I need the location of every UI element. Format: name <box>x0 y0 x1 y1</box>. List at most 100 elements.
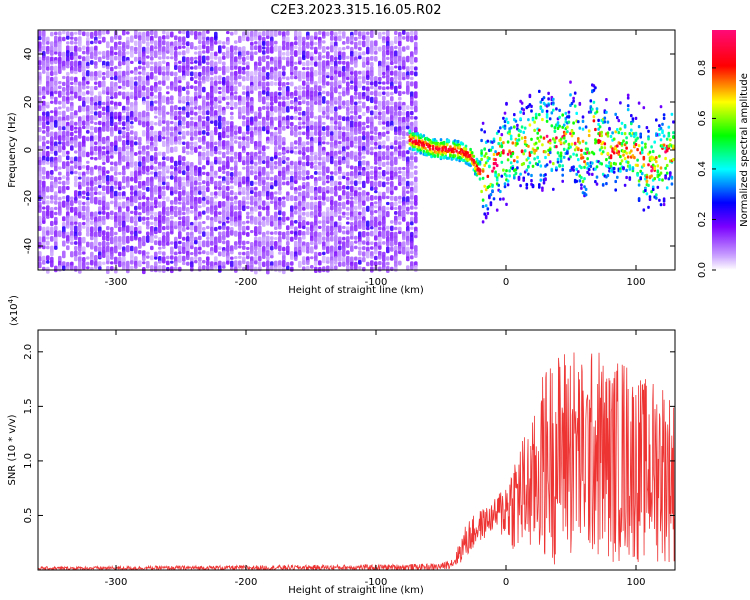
heatmap-cell <box>410 165 414 170</box>
heatmap-cell <box>266 101 270 108</box>
heatmap-cell <box>166 206 170 211</box>
heatmap-cell <box>262 50 266 55</box>
heatmap-cell <box>94 196 98 205</box>
heatmap-cell <box>302 206 306 211</box>
heatmap-cell <box>58 230 62 238</box>
heatmap-cell <box>266 115 270 121</box>
heatmap-cell <box>154 61 158 68</box>
heatmap-cell <box>322 90 326 95</box>
heatmap-cell <box>386 256 390 261</box>
heatmap-cell <box>410 160 414 167</box>
heatmap-cell <box>102 166 106 173</box>
heatmap-cell <box>258 261 262 267</box>
heatmap-cell <box>306 111 310 116</box>
heatmap-cell <box>102 191 106 198</box>
heatmap-cell <box>102 161 106 165</box>
heatmap-cell <box>54 206 58 211</box>
heatmap-cell <box>118 215 122 224</box>
heatmap-cell <box>114 200 118 208</box>
heatmap-cell <box>122 151 126 156</box>
heatmap-cell <box>62 95 66 103</box>
heatmap-cell <box>46 240 50 246</box>
heatmap-cell <box>390 195 394 201</box>
heatmap-cell <box>86 90 90 95</box>
heatmap-cell <box>86 81 90 85</box>
heatmap-cell <box>46 41 50 45</box>
heatmap-cell <box>306 175 310 180</box>
heatmap-cell <box>378 226 382 231</box>
heatmap-cell <box>206 61 210 66</box>
heatmap-cell <box>78 146 82 152</box>
heatmap-cell <box>314 260 318 266</box>
heatmap-cell <box>398 60 402 67</box>
heatmap-cell <box>90 35 94 39</box>
heatmap-cell <box>398 216 402 221</box>
heatmap-cell <box>198 205 202 209</box>
heatmap-cell <box>318 76 322 84</box>
heatmap-cell <box>138 120 142 126</box>
heatmap-cell <box>326 115 330 120</box>
heatmap-cell <box>318 171 322 176</box>
heatmap-cell <box>166 111 170 115</box>
heatmap-cell <box>126 31 130 35</box>
heatmap-cell <box>274 165 278 170</box>
heatmap-cell <box>54 265 58 273</box>
heatmap-cell <box>366 56 370 63</box>
heatmap-cell <box>122 85 126 90</box>
heatmap-cell <box>242 160 246 166</box>
heatmap-cell <box>198 145 202 150</box>
heatmap-cell <box>166 175 170 179</box>
heatmap-cell <box>290 160 294 166</box>
heatmap-cell <box>258 266 262 272</box>
heatmap-cell <box>98 95 102 103</box>
heatmap-cell <box>170 31 174 38</box>
heatmap-cell <box>556 126 560 130</box>
heatmap-cell <box>298 51 302 56</box>
heatmap-cell <box>58 130 62 137</box>
heatmap-cell <box>66 65 70 69</box>
heatmap-cell <box>258 250 262 258</box>
heatmap-cell <box>130 235 134 242</box>
heatmap-cell <box>118 41 122 45</box>
heatmap-cell <box>42 70 46 74</box>
heatmap-cell <box>154 160 158 165</box>
heatmap-cell <box>54 230 58 238</box>
heatmap-cell <box>178 60 182 64</box>
heatmap-cell <box>298 95 302 100</box>
heatmap-cell <box>154 176 158 180</box>
heatmap-cell <box>102 80 106 88</box>
heatmap-cell <box>106 211 110 218</box>
heatmap-cell <box>274 135 278 141</box>
heatmap-cell <box>366 246 370 253</box>
heatmap-cell <box>480 151 483 155</box>
heatmap-cell <box>286 225 290 231</box>
heatmap-cell <box>206 65 210 74</box>
heatmap-cell <box>338 60 342 65</box>
heatmap-cell <box>218 246 222 250</box>
heatmap-cell <box>431 144 435 148</box>
heatmap-cell <box>98 101 102 106</box>
heatmap-cell <box>122 61 126 66</box>
heatmap-cell <box>398 150 402 158</box>
heatmap-cell <box>162 126 166 133</box>
heatmap-cell <box>282 181 286 186</box>
heatmap-cell <box>266 255 270 261</box>
heatmap-cell <box>198 166 202 173</box>
heatmap-cell <box>278 135 282 143</box>
heatmap-cell <box>597 127 600 131</box>
heatmap-cell <box>330 141 334 149</box>
heatmap-cell <box>98 191 102 196</box>
heatmap-cell <box>519 129 522 133</box>
heatmap-cell <box>170 175 174 180</box>
heatmap-cell <box>286 86 290 93</box>
heatmap-cell <box>86 130 90 134</box>
heatmap-cell <box>246 220 250 224</box>
heatmap-cell <box>110 81 114 89</box>
heatmap-cell <box>66 71 70 76</box>
heatmap-cell <box>190 190 194 196</box>
heatmap-cell <box>538 160 541 164</box>
heatmap-cell <box>626 104 630 108</box>
heatmap-cell <box>210 176 214 182</box>
heatmap-cell <box>38 51 42 56</box>
heatmap-cell <box>126 100 130 106</box>
